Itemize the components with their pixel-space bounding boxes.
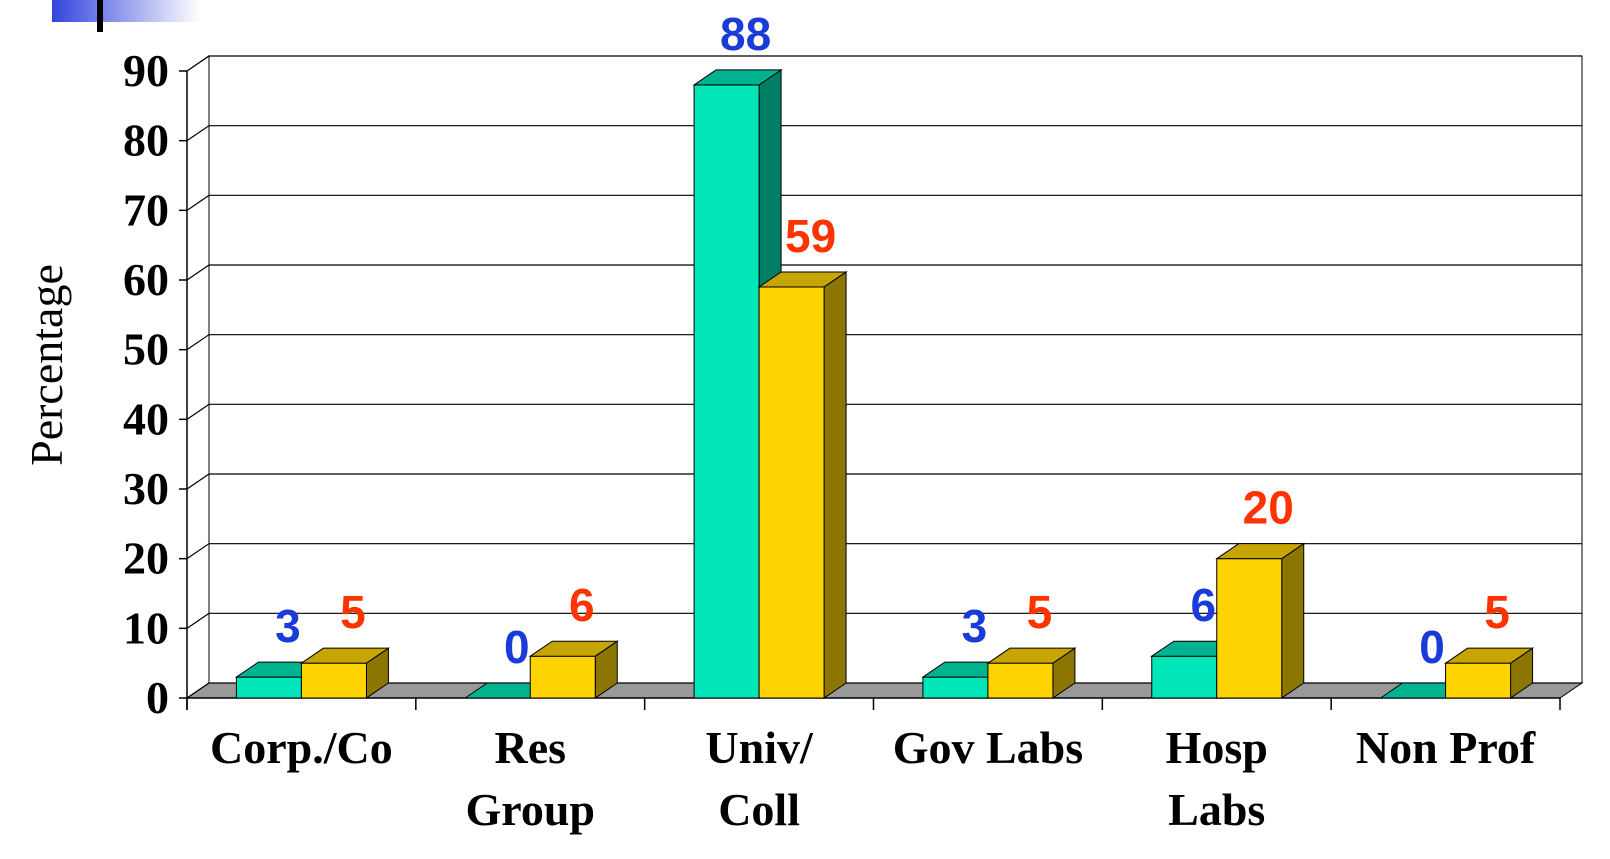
y-tick-label: 90 [123,45,169,96]
y-tick-label: 40 [123,393,169,444]
bar-top [528,640,619,657]
value-label: 59 [785,210,836,262]
grid-line [186,682,1582,699]
value-label: 3 [275,600,301,652]
bar [693,84,760,699]
value-label: 6 [569,579,595,631]
decoration [52,0,200,22]
value-label: 5 [1484,586,1510,638]
bar [922,676,989,699]
value-label: 20 [1243,482,1294,534]
bar [235,676,302,699]
value-label: 5 [1027,586,1053,638]
decoration-bar [97,0,103,32]
x-tick-label: Univ/Coll [705,722,814,835]
y-tick-label: 10 [123,602,169,653]
grid-line [186,403,1582,420]
y-tick-label: 20 [123,533,169,584]
bar [1445,662,1512,699]
y-axis-label: Percentage [21,264,72,466]
grid-line [186,473,1582,490]
value-label: 5 [340,586,366,638]
y-tick-label: 70 [123,184,169,235]
bar-top [1215,543,1306,560]
bar-top [692,69,783,86]
bar [758,286,825,699]
bar [300,662,367,699]
y-tick-label: 50 [123,324,169,375]
bar [1216,558,1283,699]
bar-side [1281,542,1305,699]
x-tick-label: Hosp Labs [1166,722,1268,835]
bar [1151,655,1218,699]
bar [987,662,1054,699]
value-label: 0 [1419,621,1445,673]
bar-top [986,647,1077,664]
x-tick-label: Res Group [465,722,595,835]
grid-line [186,543,1582,560]
y-tick-label: 30 [123,463,169,514]
y-tick-label: 0 [146,672,169,723]
bar-side [823,271,847,699]
grid-line [186,55,1582,72]
x-tick-label: Non Prof [1356,722,1536,773]
back-wall [208,55,1583,684]
x-tick-label: Gov Labs [893,722,1083,773]
value-label: 88 [720,8,771,60]
value-label: 3 [962,600,988,652]
grid-line [186,194,1582,211]
grid-line [186,334,1582,351]
value-label: 6 [1190,579,1216,631]
grid-line [186,125,1582,142]
grid-line [186,264,1582,281]
bar-top [757,271,848,288]
grid-line [186,612,1582,629]
bar-top [1443,647,1535,664]
x-tick-label: Corp./Co [210,722,393,773]
bar-top [299,647,391,664]
bar [529,655,596,699]
side-wall [186,55,210,699]
floor [185,682,1584,699]
y-tick-label: 80 [123,115,169,166]
y-tick-label: 60 [123,254,169,305]
value-label: 0 [504,621,530,673]
